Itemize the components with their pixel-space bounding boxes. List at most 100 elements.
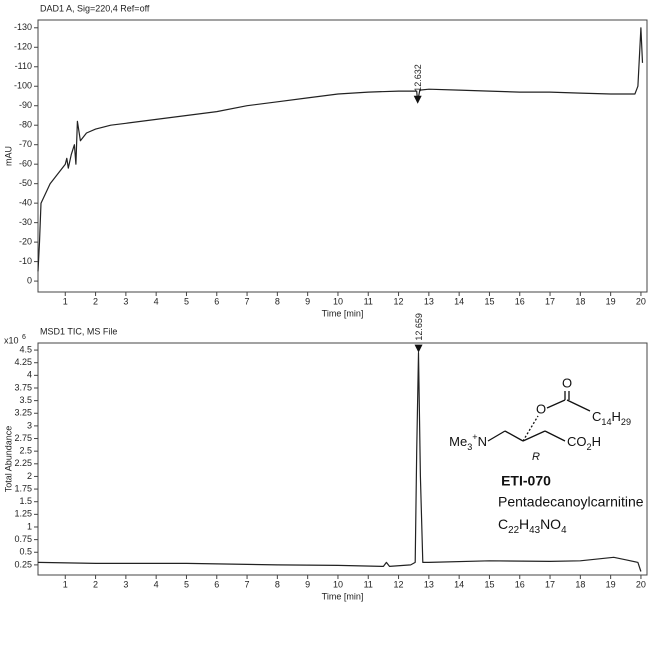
x-tick-label: 9 [305,296,310,306]
structure: O O C14H29 Me3+N R CO2H ETI-070 Pentadec… [449,375,644,536]
atom-label: Me3+N [449,432,487,452]
bond [487,430,506,442]
y-axis-label: Total Abundance [3,426,13,493]
x-tick-label: 1 [63,579,68,589]
bond [546,399,566,409]
x-tick-label: 10 [333,579,343,589]
y-tick-label: 1 [27,521,32,531]
y-multiplier-exponent: 6 [22,334,26,341]
trace [37,352,642,572]
x-tick-label: 16 [515,579,525,589]
x-tick-label: 5 [184,296,189,306]
y-tick-label: 3.75 [14,382,32,392]
x-tick-label: 15 [484,579,494,589]
y-tick-label: -30 [19,217,32,227]
x-tick-label: 4 [154,296,159,306]
x-tick-label: 13 [424,579,434,589]
y-tick-label: -60 [19,159,32,169]
y-tick-label: 2.5 [19,446,32,456]
y-tick-label: -20 [19,236,32,246]
compound-code: ETI-070 [501,473,551,489]
y-tick-label: -10 [19,256,32,266]
peak-marker [414,344,423,353]
y-tick-label: -50 [19,178,32,188]
x-tick-label: 17 [545,296,555,306]
chart-title: MSD1 TIC, MS File [40,326,117,336]
x-tick-label: 18 [575,296,585,306]
y-tick-label: 3.25 [14,408,32,418]
x-tick-label: 7 [245,296,250,306]
bond [504,430,524,442]
x-tick-label: 6 [214,579,219,589]
y-tick-label: 1.25 [14,509,32,519]
x-tick-label: 14 [454,296,464,306]
trace [37,27,644,272]
peak-label: 12.659 [414,313,424,341]
y-tick-label: 0.75 [14,534,32,544]
bond [522,415,539,442]
x-tick-label: 3 [123,579,128,589]
peak-label: 12.632 [413,64,423,92]
x-tick-label: 10 [333,296,343,306]
y-tick-label: 2 [27,471,32,481]
x-tick-label: 11 [364,296,373,306]
y-tick-label: 4 [27,370,32,380]
y-tick-label: -120 [14,42,32,52]
x-tick-label: 19 [606,296,616,306]
y-tick-label: 0.5 [19,547,32,557]
x-tick-label: 14 [454,579,464,589]
y-tick-label: 3 [27,420,32,430]
bond [544,430,566,442]
y-tick-label: 2.75 [14,433,32,443]
atom-label: CO2H [567,434,601,452]
stereo-label: R [532,451,540,463]
x-tick-label: 15 [484,296,494,306]
y-multiplier: x10 [4,335,19,345]
peak-marker [413,95,422,104]
y-tick-label: -80 [19,120,32,130]
x-axis-label: Time [min] [322,591,364,601]
x-tick-label: 7 [245,579,250,589]
plot-frame [37,19,648,293]
x-tick-label: 12 [394,579,404,589]
x-tick-label: 20 [636,296,646,306]
atom-label: O [562,375,572,390]
y-tick-label: -110 [15,61,32,71]
x-tick-label: 2 [93,296,98,306]
x-tick-label: 19 [606,579,616,589]
x-tick-label: 2 [93,579,98,589]
y-tick-label: 0.25 [14,559,32,569]
y-tick-label: 2.25 [14,458,32,468]
atom-label: O [536,401,546,416]
bond [566,399,591,412]
x-tick-label: 13 [424,296,434,306]
x-tick-label: 12 [394,296,404,306]
y-tick-label: 3.5 [19,395,32,405]
x-tick-label: 20 [636,579,646,589]
atom-label: C14H29 [592,409,631,427]
y-tick-label: -70 [19,139,32,149]
compound-formula: C22H43NO4 [498,516,567,536]
y-tick-label: 4.5 [19,344,32,354]
x-tick-label: 9 [305,579,310,589]
chart-title: DAD1 A, Sig=220,4 Ref=off [40,3,150,13]
x-tick-label: 6 [214,296,219,306]
y-tick-label: 0 [27,275,32,285]
y-tick-label: 1.5 [19,496,32,506]
compound-name: Pentadecanoylcarnitine [498,494,644,510]
x-tick-label: 5 [184,579,189,589]
x-tick-label: 3 [123,296,128,306]
x-tick-label: 4 [154,579,159,589]
bond [522,430,546,442]
y-tick-label: -130 [14,22,32,32]
y-tick-label: -40 [19,198,32,208]
plot-frame [37,342,648,576]
x-tick-label: 16 [515,296,525,306]
x-tick-label: 8 [275,296,280,306]
x-tick-label: 17 [545,579,555,589]
x-tick-label: 8 [275,579,280,589]
x-tick-label: 1 [63,296,68,306]
x-tick-label: 18 [575,579,585,589]
y-tick-label: 1.75 [14,483,32,493]
